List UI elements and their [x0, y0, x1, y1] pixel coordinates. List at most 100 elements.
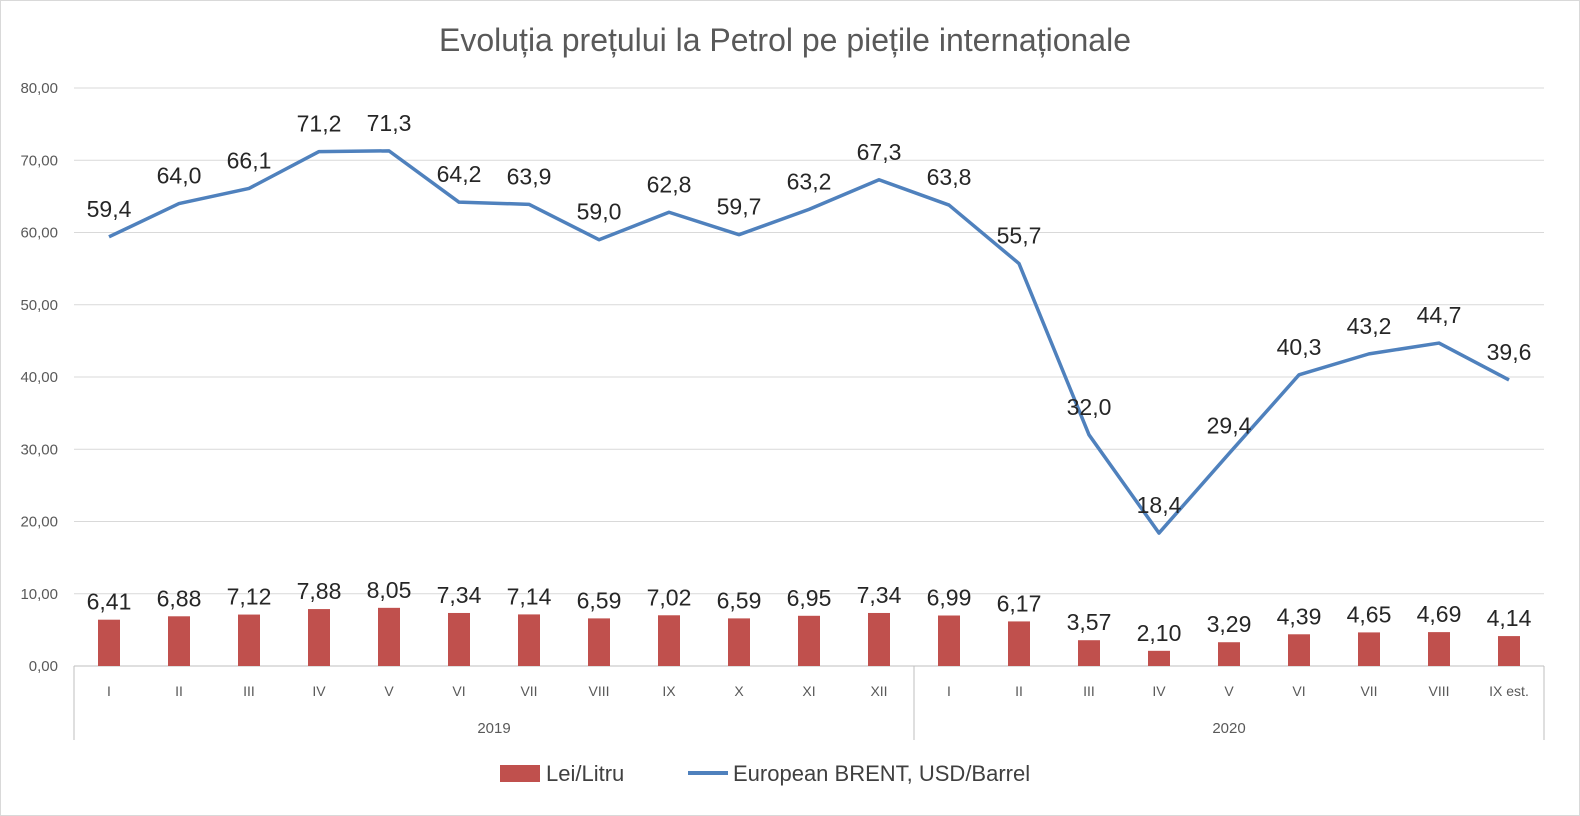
legend: Lei/Litru European BRENT, USD/Barrel	[500, 761, 1030, 786]
bar-data-label: 3,29	[1207, 611, 1252, 637]
bar-data-label: 7,12	[227, 584, 272, 610]
y-tick-label: 70,00	[20, 152, 58, 169]
line-series	[108, 149, 1510, 535]
bar-data-label: 6,17	[997, 590, 1042, 616]
x-tick-label: XII	[870, 683, 887, 699]
bar-lei-litru	[658, 615, 680, 666]
bar-data-label: 6,59	[577, 587, 622, 613]
line-data-label: 64,0	[157, 163, 202, 189]
x-tick-label: VII	[520, 683, 537, 699]
bar-lei-litru	[518, 614, 540, 666]
chart-title: Evoluția prețului la Petrol pe piețile i…	[439, 22, 1131, 58]
bar-lei-litru	[798, 615, 820, 666]
bar-data-label: 3,57	[1067, 609, 1112, 635]
y-tick-label: 30,00	[20, 441, 58, 458]
y-tick-label: 40,00	[20, 369, 58, 386]
bar-lei-litru	[238, 614, 260, 666]
bar-lei-litru	[868, 612, 890, 666]
line-data-label: 39,6	[1487, 339, 1532, 365]
line-data-label: 62,8	[647, 171, 692, 197]
line-data-label: 40,3	[1277, 334, 1322, 360]
bar-data-label: 2,10	[1137, 620, 1182, 646]
bar-data-label: 4,69	[1417, 601, 1462, 627]
x-tick-label: X	[734, 683, 744, 699]
bar-lei-litru	[1498, 636, 1520, 666]
bar-data-label: 8,05	[367, 577, 412, 603]
x-tick-label: IX est.	[1489, 683, 1529, 699]
line-data-label: 55,7	[997, 223, 1042, 249]
y-tick-label: 80,00	[20, 80, 58, 97]
x-tick-label: II	[175, 683, 183, 699]
line-data-label: 59,0	[577, 199, 622, 225]
line-data-label: 66,1	[227, 147, 272, 173]
bar-lei-litru	[168, 616, 190, 666]
x-tick-label: IV	[1152, 683, 1166, 699]
x-tick-label: IV	[312, 683, 326, 699]
gridlines	[74, 87, 1544, 667]
bar-data-label: 6,95	[787, 585, 832, 611]
bar-data-label: 4,14	[1487, 605, 1532, 631]
bar-data-label: 4,65	[1347, 601, 1392, 627]
bar-lei-litru	[1218, 642, 1240, 666]
bar-data-label: 7,88	[297, 578, 342, 604]
line-data-label: 18,4	[1137, 492, 1182, 518]
x-tick-label: V	[384, 683, 394, 699]
x-group-label: 2020	[1212, 720, 1245, 737]
x-tick-label: VI	[452, 683, 465, 699]
line-data-label: 71,2	[297, 111, 342, 137]
x-tick-label: III	[1083, 683, 1095, 699]
line-data-label: 67,3	[857, 139, 902, 165]
x-tick-label: VII	[1360, 683, 1377, 699]
x-group-label: 2019	[477, 720, 510, 737]
bar-data-label: 7,02	[647, 584, 692, 610]
y-tick-label: 10,00	[20, 586, 58, 603]
bar-lei-litru	[728, 618, 750, 666]
x-tick-label: II	[1015, 683, 1023, 699]
line-data-label: 44,7	[1417, 302, 1462, 328]
line-data-label: 43,2	[1347, 313, 1392, 339]
bar-series	[98, 607, 1520, 666]
bar-lei-litru	[308, 609, 330, 666]
bar-data-label: 6,88	[157, 585, 202, 611]
bar-data-label: 6,99	[927, 584, 972, 610]
line-data-label: 64,2	[437, 161, 482, 187]
x-tick-label: XI	[802, 683, 815, 699]
bar-lei-litru	[1288, 634, 1310, 666]
bar-lei-litru	[1148, 650, 1170, 666]
line-data-label: 71,3	[367, 110, 412, 136]
bar-lei-litru	[98, 619, 120, 666]
y-tick-label: 60,00	[20, 225, 58, 242]
x-tick-label: I	[107, 683, 111, 699]
x-tick-label: V	[1224, 683, 1234, 699]
bar-lei-litru	[588, 618, 610, 666]
x-tick-label: III	[243, 683, 255, 699]
line-data-label: 59,7	[717, 194, 762, 220]
bar-data-label: 6,41	[87, 589, 132, 615]
line-data-label: 63,2	[787, 168, 832, 194]
bar-data-label: 7,34	[857, 582, 902, 608]
bar-lei-litru	[1358, 632, 1380, 666]
y-tick-label: 0,00	[29, 658, 58, 675]
legend-swatch-lei-litru	[500, 765, 540, 782]
bar-data-label: 6,59	[717, 587, 762, 613]
legend-label-lei-litru: Lei/Litru	[546, 761, 624, 786]
line-data-label: 29,4	[1207, 413, 1252, 439]
bar-lei-litru	[448, 612, 470, 666]
bar-lei-litru	[378, 607, 400, 666]
bar-lei-litru	[1008, 621, 1030, 666]
line-data-label: 63,9	[507, 163, 552, 189]
y-tick-label: 50,00	[20, 297, 58, 314]
y-tick-label: 20,00	[20, 514, 58, 531]
x-tick-label: VIII	[588, 683, 609, 699]
line-data-label: 32,0	[1067, 394, 1112, 420]
bar-data-label: 7,14	[507, 583, 552, 609]
data-labels: 6,41 6,88 7,12 7,88 8,05 7,34 7,14 6,59 7,02 6,59…	[87, 110, 1532, 646]
bar-lei-litru	[1428, 632, 1450, 666]
bar-lei-litru	[1078, 640, 1100, 666]
x-tick-label: IX	[662, 683, 676, 699]
bar-data-label: 4,39	[1277, 603, 1322, 629]
x-tick-label: I	[947, 683, 951, 699]
line-data-label: 59,4	[87, 196, 132, 222]
